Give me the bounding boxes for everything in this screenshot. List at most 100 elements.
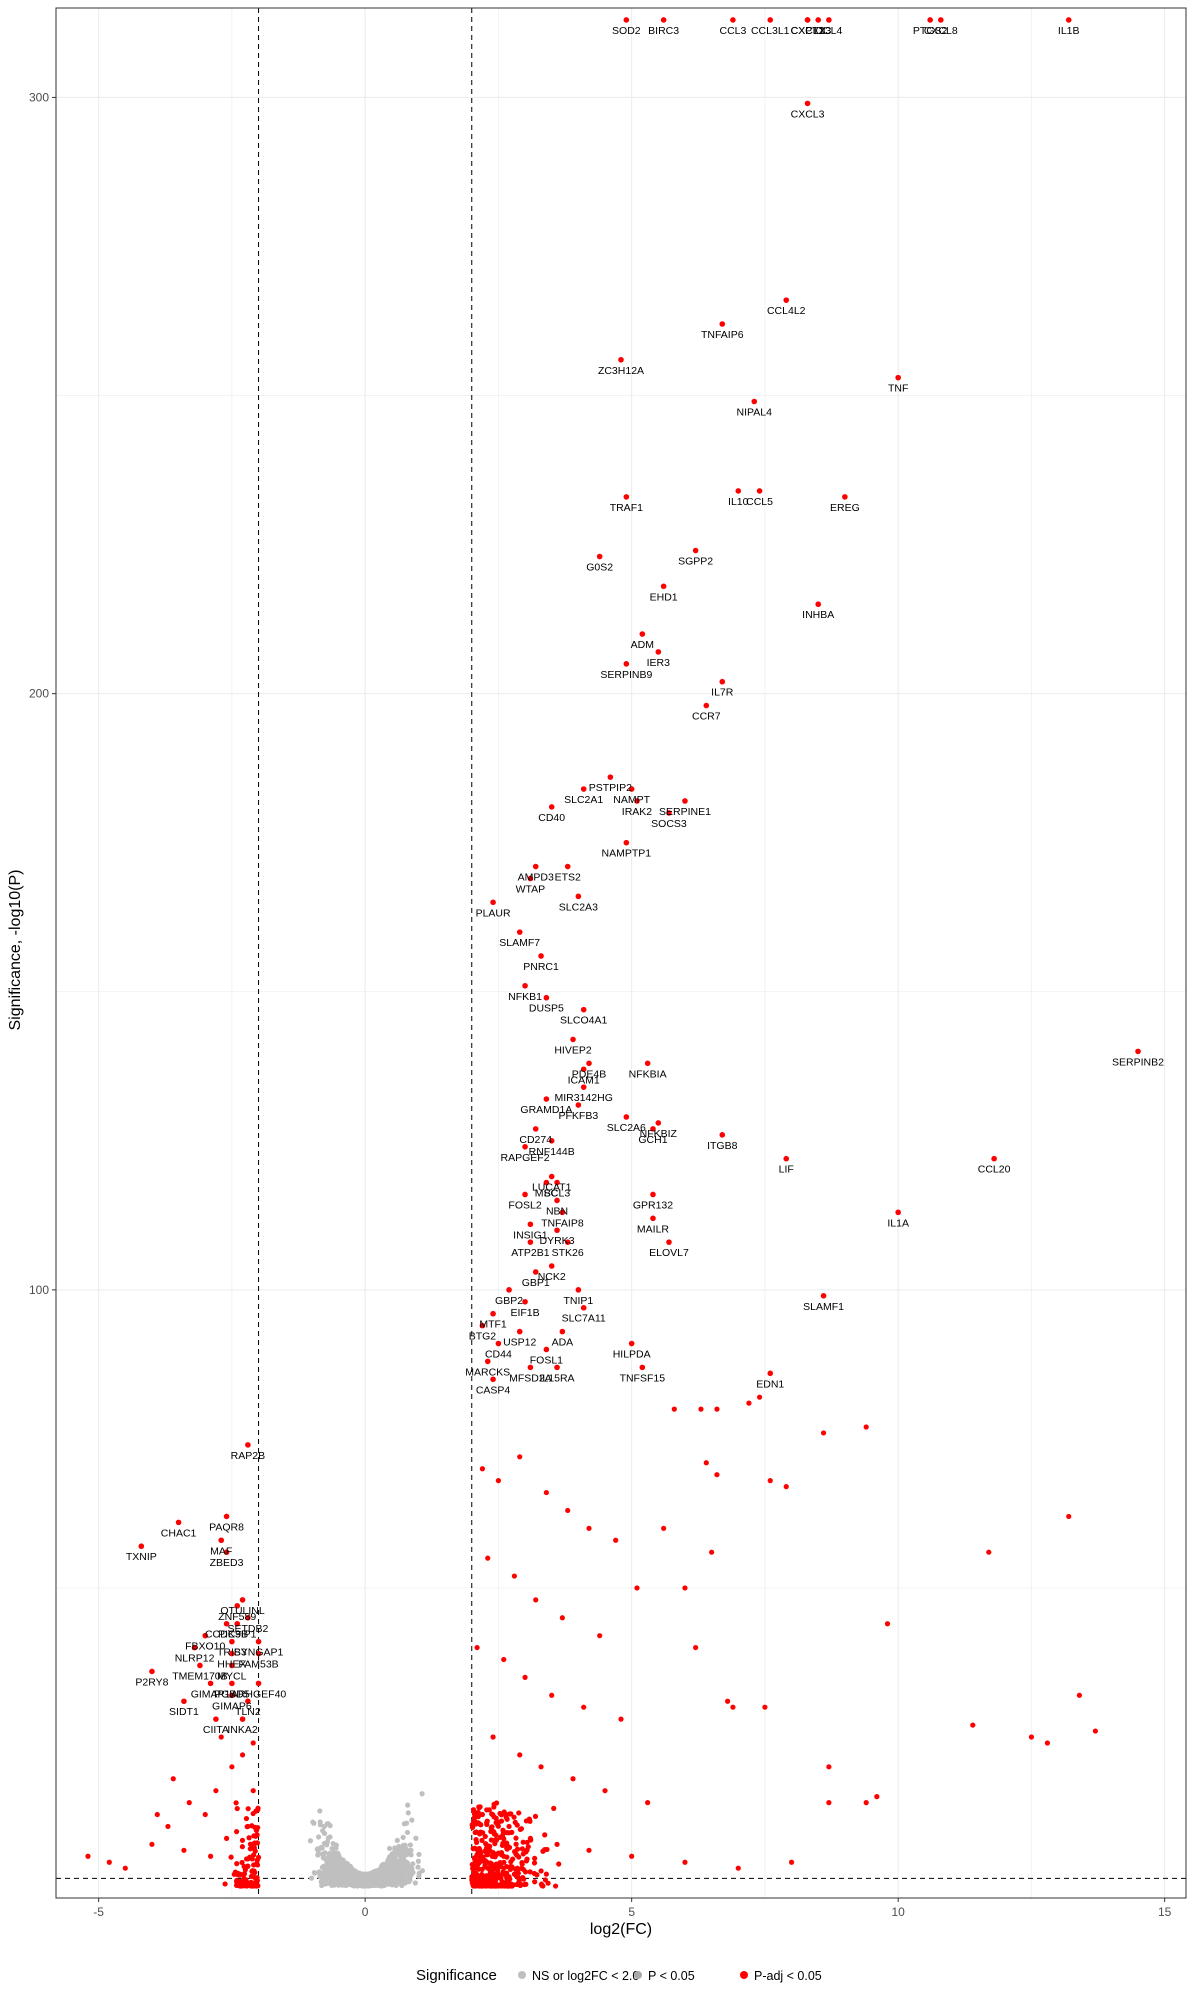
ns-point [335, 1851, 341, 1857]
padj-point [788, 1859, 795, 1865]
padj-point [531, 1860, 538, 1866]
ns-point [349, 1866, 355, 1872]
padj-point [513, 1841, 519, 1847]
gene-label: MTF1 [479, 1319, 507, 1331]
padj-point [154, 1811, 160, 1818]
padj-point [484, 1876, 490, 1882]
padj-point [249, 1868, 256, 1874]
ns-point [320, 1828, 326, 1834]
padj-point [239, 1752, 246, 1758]
labeled-point [1135, 1048, 1141, 1055]
padj-point [247, 1846, 253, 1852]
labeled-point [623, 17, 630, 23]
labeled-point [634, 798, 640, 804]
legend-entry-label: P-adj < 0.05 [754, 1969, 822, 1983]
gene-label: CD40 [538, 812, 565, 824]
padj-point [249, 1856, 255, 1862]
labeled-point [223, 1549, 230, 1555]
gene-label: INHBA [802, 609, 834, 621]
gene-label: SLC2A3 [559, 901, 598, 913]
ns-point [415, 1864, 421, 1870]
labeled-point [559, 1328, 566, 1335]
padj-point [504, 1829, 510, 1836]
ns-point [355, 1879, 361, 1885]
padj-point [476, 1858, 482, 1864]
padj-point [863, 1800, 869, 1806]
labeled-point [548, 1263, 555, 1269]
labeled-point [767, 17, 774, 23]
gene-label: DUSP5 [529, 1003, 564, 1015]
ns-point [346, 1871, 352, 1877]
padj-point [202, 1811, 208, 1818]
padj-point [506, 1823, 512, 1830]
padj-point [532, 1855, 538, 1861]
gene-label: PDE4B [572, 1068, 606, 1080]
padj-point [250, 1788, 256, 1794]
ns-point [404, 1867, 410, 1873]
gene-label: MYCL [217, 1670, 246, 1682]
labeled-point [506, 1287, 512, 1293]
labeled-point [218, 1537, 225, 1544]
padj-point [543, 1871, 549, 1877]
ns-point [315, 1852, 321, 1858]
gene-label: CD44 [485, 1349, 512, 1361]
padj-point [714, 1472, 720, 1478]
padj-point [473, 1829, 479, 1835]
gene-label: PFKFB3 [559, 1110, 599, 1122]
labeled-point [239, 1716, 246, 1722]
labeled-point [149, 1668, 155, 1675]
gene-label: CXCL8 [924, 25, 958, 37]
gene-label: CHAC1 [161, 1527, 197, 1539]
ns-point [327, 1823, 333, 1829]
padj-point [613, 1537, 619, 1543]
gene-label: BTG2 [469, 1331, 497, 1343]
labeled-point [655, 649, 662, 655]
gene-label: ZBED3 [210, 1557, 244, 1569]
ns-point [366, 1882, 372, 1888]
padj-point [234, 1861, 240, 1867]
labeled-point [623, 494, 630, 500]
labeled-point [191, 1644, 198, 1651]
gene-label: BIRC3 [648, 25, 679, 37]
ns-point [405, 1874, 411, 1880]
padj-point [500, 1840, 506, 1846]
gene-label: FAM53B [238, 1659, 278, 1671]
padj-point [231, 1871, 237, 1877]
padj-point [106, 1859, 112, 1865]
labeled-point [490, 1310, 496, 1317]
labeled-point [543, 1179, 550, 1186]
gene-label: P2RY8 [135, 1676, 168, 1688]
gene-label: CCR7 [692, 711, 721, 723]
gene-label: ZNF589 [218, 1611, 256, 1623]
x-tick-label: -5 [93, 1905, 104, 1919]
labeled-point [570, 1036, 576, 1043]
padj-point [476, 1845, 482, 1852]
ns-point [331, 1873, 338, 1879]
labeled-point [815, 17, 822, 23]
padj-point [498, 1818, 505, 1824]
labeled-point [554, 1197, 560, 1204]
padj-point [514, 1846, 521, 1852]
padj-point [1028, 1734, 1035, 1740]
padj-point [645, 1800, 651, 1806]
padj-point [490, 1828, 496, 1835]
padj-point [522, 1674, 528, 1681]
padj-point [501, 1656, 507, 1663]
padj-point [254, 1860, 260, 1867]
gene-label: TMEM170B [172, 1670, 227, 1682]
gene-label: CIITA [203, 1724, 229, 1736]
padj-point [85, 1853, 91, 1859]
labeled-point [618, 356, 624, 363]
ns-point [319, 1864, 326, 1870]
labeled-point [527, 1239, 534, 1245]
padj-point [471, 1815, 477, 1821]
gene-label: SLAMF1 [803, 1301, 844, 1313]
padj-point [884, 1621, 891, 1627]
threshold-lines [56, 8, 1186, 1898]
labeled-point [543, 1096, 550, 1102]
padj-point [237, 1878, 243, 1885]
padj-point [471, 1811, 478, 1817]
gene-label: FOSL2 [508, 1199, 541, 1211]
labeled-point [660, 17, 667, 23]
